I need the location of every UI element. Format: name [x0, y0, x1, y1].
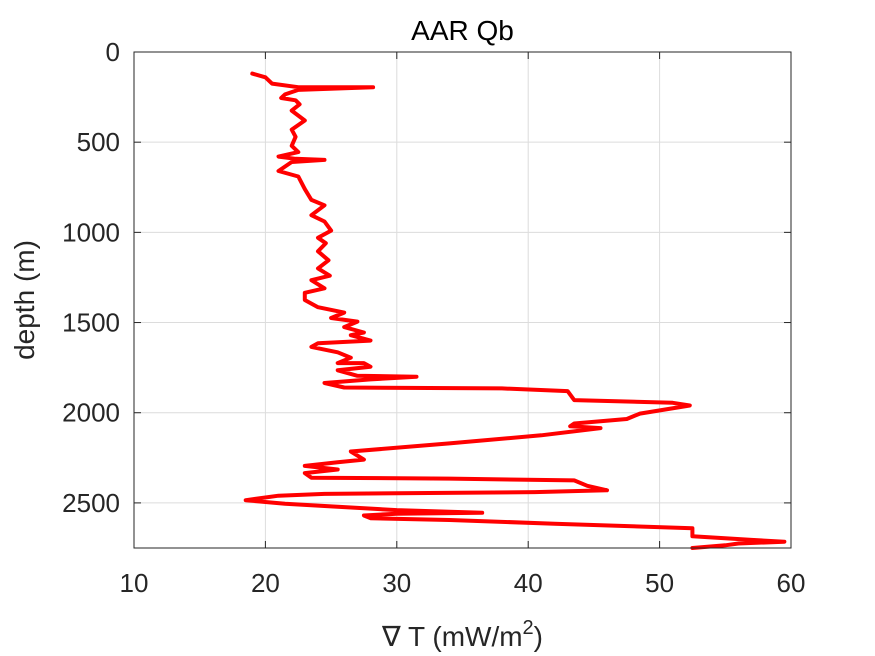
grid — [133, 51, 792, 548]
y-tick-label: 2000 — [62, 398, 120, 428]
x-axis-title-main: ∇ T (mW/m — [381, 621, 523, 652]
y-tick-label: 0 — [106, 37, 120, 67]
x-tick-labels: 10 20 30 40 50 60 — [120, 568, 806, 598]
y-axis-title: depth (m) — [9, 240, 40, 360]
series-line — [243, 71, 787, 550]
x-tick-label: 10 — [120, 568, 149, 598]
plot-area — [134, 52, 791, 548]
x-axis-title: ∇ T (mW/m2) — [381, 617, 543, 652]
x-tick-label: 60 — [777, 568, 806, 598]
y-tick-labels: 0 500 1000 1500 2000 2500 — [62, 37, 120, 518]
x-tick-label: 30 — [382, 568, 411, 598]
y-tick-label: 2500 — [62, 488, 120, 518]
x-axis-title-suffix: ) — [534, 621, 543, 652]
y-tick-label: 1000 — [62, 217, 120, 247]
x-tick-label: 50 — [645, 568, 674, 598]
plot-frame — [133, 51, 792, 549]
x-axis-title-superscript: 2 — [523, 617, 534, 639]
y-tick-label: 1500 — [62, 308, 120, 338]
chart-title: AAR Qb — [411, 15, 514, 46]
x-tick-label: 20 — [251, 568, 280, 598]
y-tick-label: 500 — [77, 127, 120, 157]
x-tick-label: 40 — [514, 568, 543, 598]
